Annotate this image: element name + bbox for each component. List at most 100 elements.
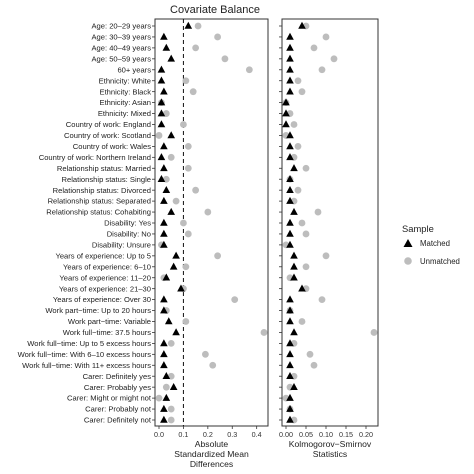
category-label: Relationship status: Single — [62, 175, 152, 184]
unmatched-point — [221, 55, 229, 63]
unmatched-point — [184, 164, 192, 172]
x-tick-label: 0.15 — [339, 430, 353, 439]
unmatched-point — [189, 88, 197, 96]
matched-point — [286, 175, 294, 183]
category-label: Carer: Might or might not — [67, 394, 152, 403]
matched-point — [167, 54, 176, 62]
matched-point — [282, 98, 290, 106]
matched-point — [290, 164, 298, 172]
matched-point — [290, 382, 298, 390]
matched-point — [160, 415, 168, 423]
x-tick-label: 0.00 — [279, 430, 293, 439]
matched-point — [172, 251, 180, 259]
unmatched-point — [180, 121, 187, 128]
unmatched-point — [167, 416, 175, 424]
matched-point — [169, 262, 178, 270]
category-label: Years of experience: 21–30 — [59, 284, 151, 293]
matched-point — [164, 317, 173, 325]
matched-point — [162, 273, 171, 281]
category-label: Carer: Probably yes — [84, 383, 151, 392]
unmatched-point — [172, 197, 180, 205]
category-label: Country of work: Scotland — [64, 131, 151, 140]
category-label: Relationship status: Cohabiting — [46, 208, 151, 217]
matched-point — [286, 229, 294, 237]
unmatched-point — [214, 33, 222, 41]
matched-point — [298, 284, 306, 292]
matched-point — [286, 404, 294, 412]
unmatched-point — [167, 405, 175, 413]
category-label: Work part−time: Variable — [68, 317, 151, 326]
category-label: Work full−time: Up to 5 excess hours — [27, 339, 151, 348]
matched-point — [286, 153, 294, 161]
matched-point — [162, 43, 171, 51]
matched-point — [160, 218, 168, 226]
unmatched-point — [302, 164, 310, 172]
category-label: Age: 50–59 years — [91, 54, 151, 63]
matched-point — [157, 120, 166, 128]
matched-point — [286, 317, 294, 325]
matched-point — [286, 393, 294, 401]
category-label: Ethnicity: Asian — [100, 98, 152, 107]
unmatched-point — [318, 296, 326, 304]
matched-point — [157, 175, 166, 183]
matched-point — [286, 142, 294, 150]
matched-point — [286, 339, 294, 347]
category-label: Relationship status: Separated — [48, 197, 151, 206]
matched-point — [290, 251, 298, 259]
unmatched-point — [184, 142, 192, 150]
x-tick-label: 0.1 — [178, 430, 188, 439]
unmatched-point — [231, 296, 239, 304]
matched-point — [160, 339, 168, 347]
category-label: Disability: No — [107, 230, 151, 239]
category-label: Ethnicity: White — [99, 76, 151, 85]
matched-point — [160, 142, 168, 150]
category-label: Carer: Definitely yes — [83, 372, 152, 381]
unmatched-point — [294, 186, 302, 194]
category-label: Work full−time: With 6–10 excess hours — [18, 350, 152, 359]
chart-title: Covariate Balance — [170, 4, 260, 16]
matched-point — [162, 372, 171, 380]
matched-point — [160, 350, 168, 358]
unmatched-point — [314, 208, 322, 216]
matched-point — [162, 393, 171, 401]
matched-point — [286, 218, 294, 226]
matched-point — [160, 361, 168, 369]
unmatched-point — [294, 77, 302, 85]
category-label: Years of experience: Over 30 — [53, 295, 151, 304]
matched-point — [286, 350, 294, 358]
category-label: Carer: Definitely not — [84, 416, 152, 425]
unmatched-point — [322, 33, 330, 41]
x-tick-label: 0.2 — [203, 430, 213, 439]
matched-point — [286, 76, 294, 84]
matched-point — [160, 196, 168, 204]
unmatched-point — [155, 132, 163, 139]
matched-point — [286, 43, 294, 51]
unmatched-point — [204, 208, 212, 216]
category-label: Years of experience: 11–20 — [59, 273, 151, 282]
unmatched-point — [180, 219, 187, 227]
unmatched-point — [298, 88, 306, 96]
unmatched-point — [330, 55, 338, 63]
matched-point — [169, 382, 178, 390]
unmatched-point — [192, 186, 200, 194]
category-label: Disability: Yes — [104, 219, 151, 228]
legend: Sample Matched Unmatched — [402, 223, 460, 266]
unmatched-point — [167, 153, 175, 161]
legend-matched-label: Matched — [420, 239, 450, 248]
unmatched-point — [182, 77, 190, 85]
x-tick-label: 0.10 — [319, 430, 333, 439]
category-label: Disability: Unsure — [92, 240, 151, 249]
unmatched-point — [182, 263, 190, 271]
unmatched-point — [201, 350, 209, 358]
x-tick-label: 0.3 — [227, 430, 237, 439]
unmatched-point — [184, 230, 192, 238]
matched-point — [286, 361, 294, 369]
unmatched-point — [318, 66, 326, 74]
panel-frame — [281, 18, 379, 427]
matched-point — [177, 284, 185, 292]
matched-point — [157, 153, 166, 161]
matched-point — [184, 21, 193, 29]
category-label: Ethnicity: Black — [100, 87, 152, 96]
